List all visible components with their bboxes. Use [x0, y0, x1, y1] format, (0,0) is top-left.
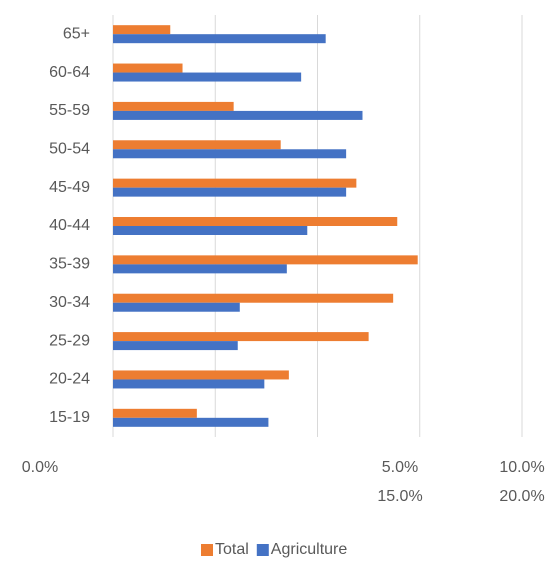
bar — [113, 110, 363, 120]
y-tick-label: 45-49 — [49, 179, 90, 196]
bar — [113, 255, 418, 265]
bar — [113, 341, 238, 351]
x-tick-label: 20.0% — [499, 488, 544, 505]
x-tick-label: 15.0% — [377, 488, 422, 505]
y-tick-label: 60-64 — [49, 64, 90, 81]
bar — [113, 101, 234, 111]
bar — [113, 370, 289, 380]
y-tick-label: 15-19 — [49, 409, 90, 426]
bar — [113, 63, 183, 73]
x-tick-label: 10.0% — [499, 459, 544, 476]
bar — [113, 226, 308, 235]
y-tick-label: 40-44 — [49, 217, 90, 234]
y-tick-label: 55-59 — [49, 102, 90, 119]
x-tick-label: 5.0% — [382, 459, 418, 476]
y-tick-label: 50-54 — [49, 140, 90, 157]
legend-label: Agriculture — [271, 541, 348, 558]
x-tick-label: 0.0% — [22, 459, 58, 476]
bar — [113, 217, 398, 226]
y-tick-label: 25-29 — [49, 332, 90, 349]
bar — [113, 149, 347, 159]
bar — [113, 379, 265, 389]
y-tick-label: 65+ — [63, 25, 90, 42]
bar — [113, 293, 394, 303]
bar — [113, 264, 287, 274]
bar — [113, 332, 369, 342]
bar — [113, 417, 269, 427]
bar — [113, 408, 197, 418]
y-tick-label: 30-34 — [49, 294, 90, 311]
y-tick-label: 35-39 — [49, 256, 90, 273]
bar — [113, 140, 281, 150]
legend-label: Total — [215, 541, 249, 558]
bar — [113, 178, 357, 188]
bar — [113, 34, 326, 44]
bar — [113, 72, 302, 82]
legend-swatch — [256, 544, 269, 556]
legend-swatch — [201, 544, 213, 556]
bar — [113, 25, 171, 35]
bar — [113, 187, 347, 197]
bar — [113, 302, 240, 312]
y-tick-label: 20-24 — [49, 371, 90, 388]
